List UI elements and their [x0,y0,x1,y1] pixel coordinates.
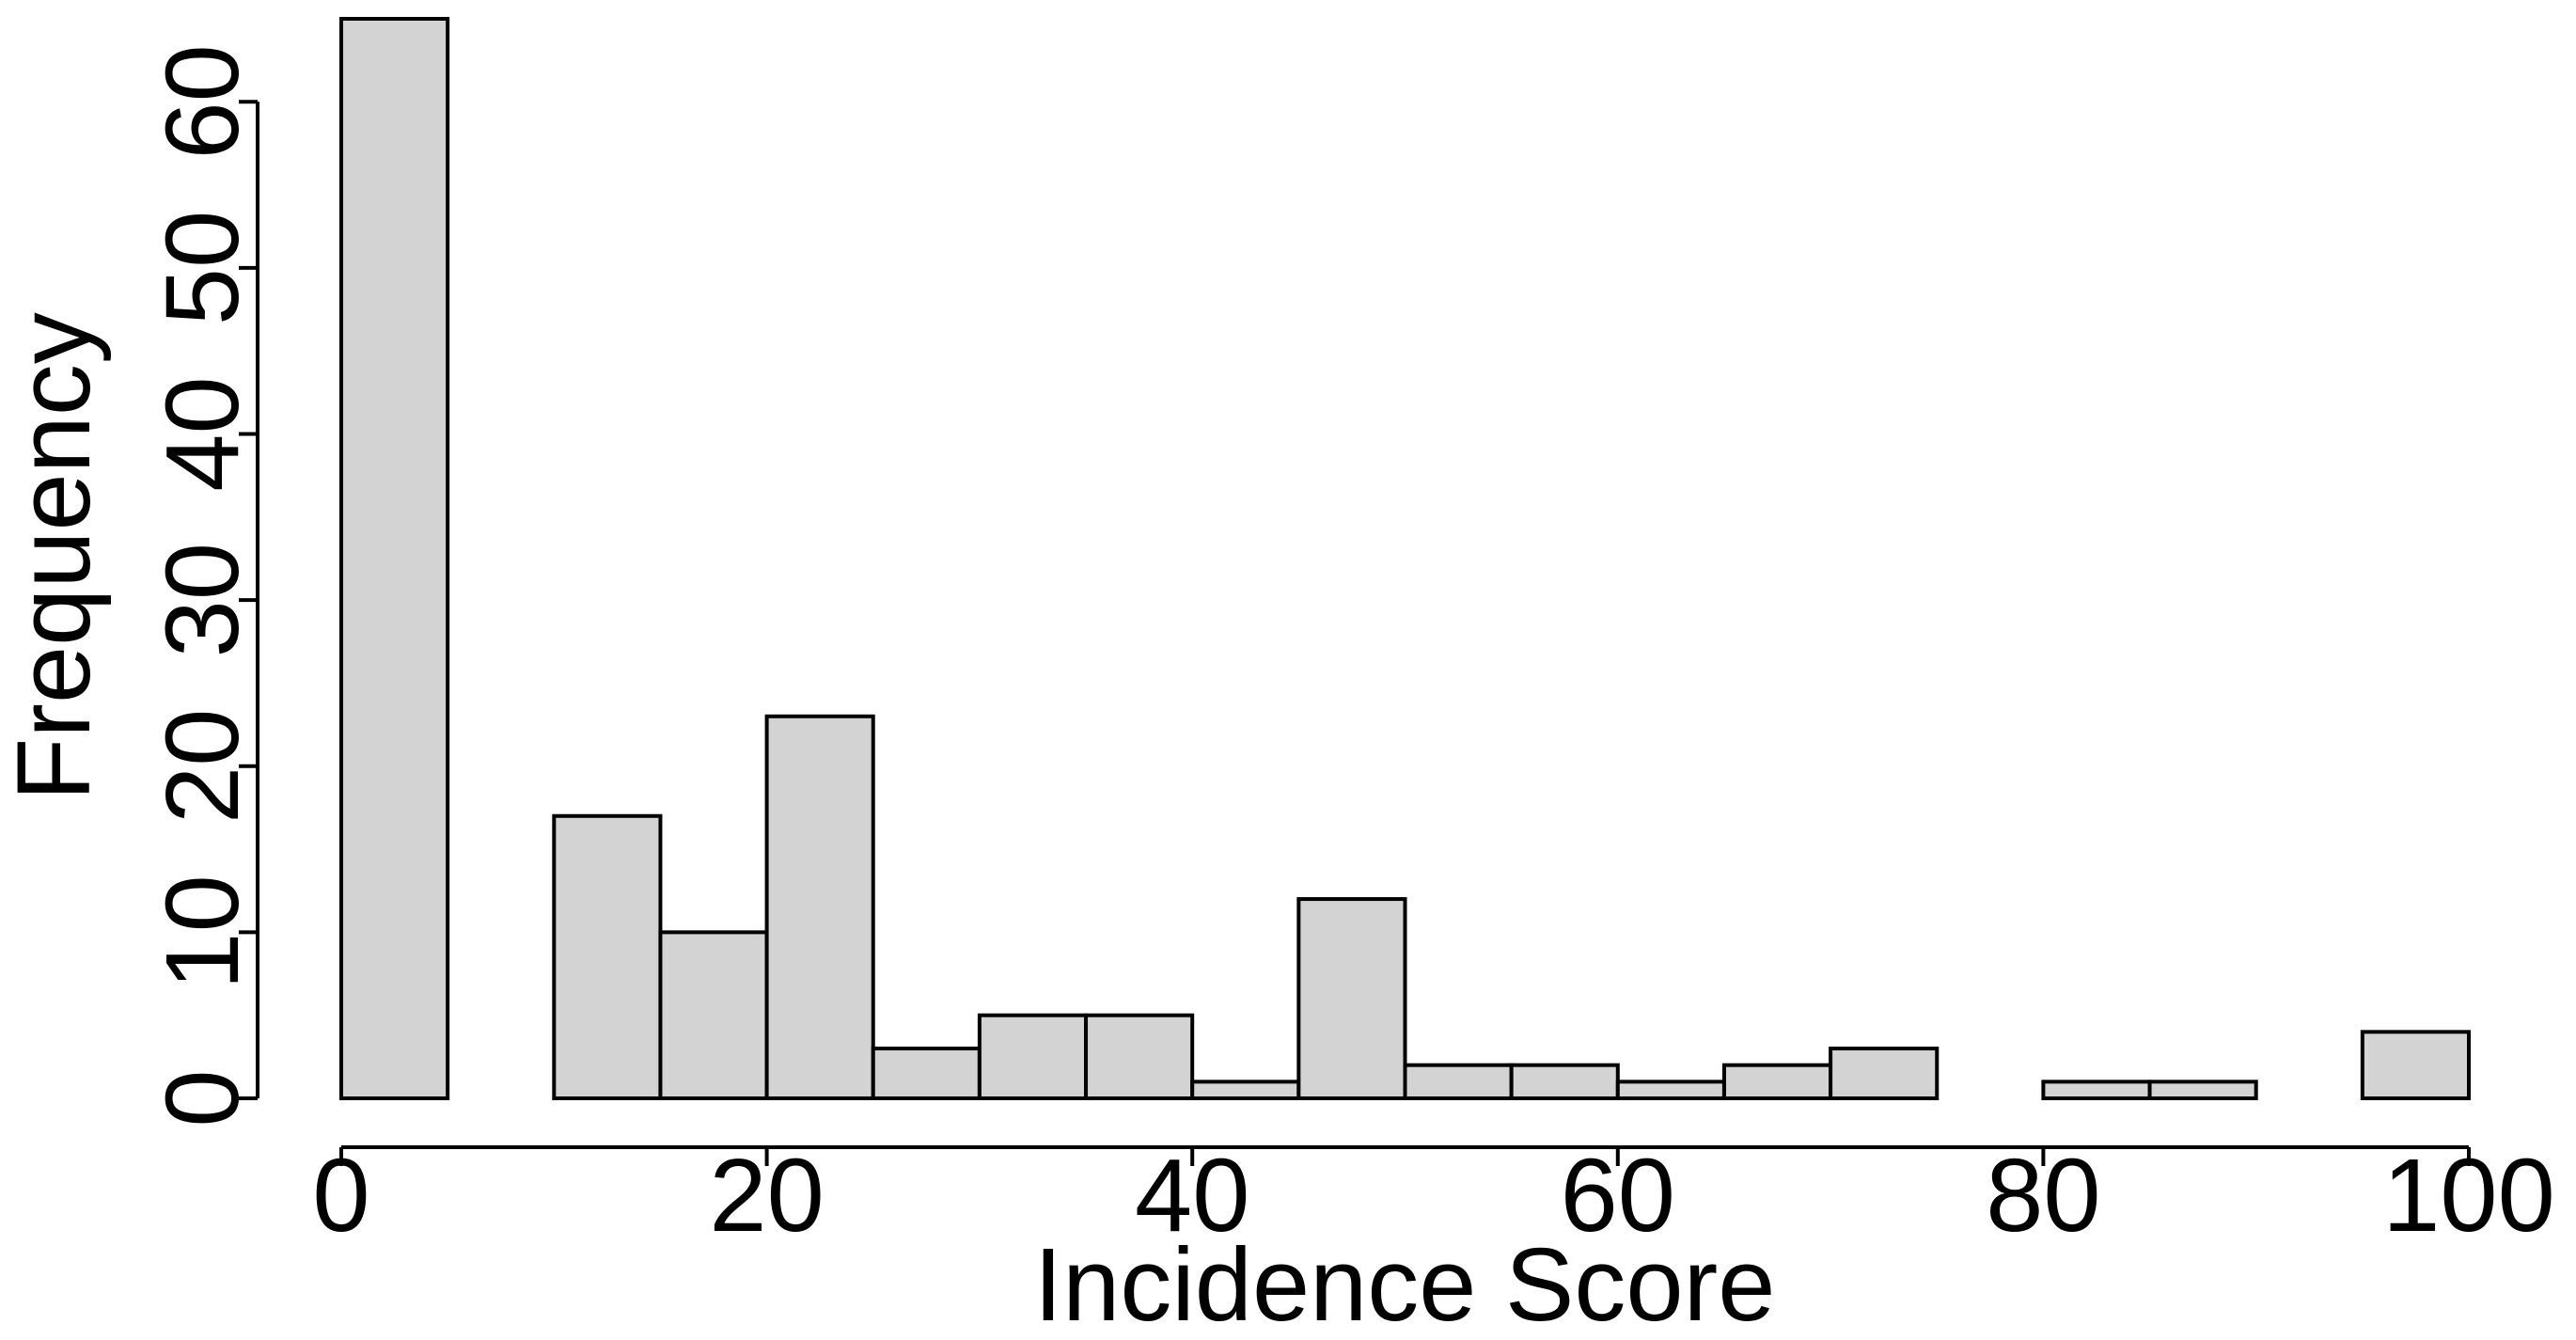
bar [1403,1063,1514,1100]
bar [339,17,450,1100]
bar [2360,1030,2472,1101]
y-tick-label: 40 [145,376,260,491]
x-tick-label: 60 [1561,1138,1675,1253]
bar [1296,897,1407,1100]
x-tick-label: 100 [2382,1138,2555,1253]
bar [1615,1080,1726,1101]
y-axis-title: Frequency [0,312,112,801]
x-axis-title: Incidence Score [1034,1227,1776,1340]
y-tick-label: 30 [145,543,260,657]
bar [1829,1047,1940,1100]
bar [2041,1080,2152,1101]
y-tick-label: 60 [145,44,260,159]
bar [658,930,769,1101]
x-tick-label: 80 [1986,1138,2100,1253]
y-tick-label: 10 [145,875,260,989]
bar [1721,1063,1833,1100]
y-tick-label: 50 [145,211,260,325]
bar [764,714,875,1100]
y-tick-label: 0 [145,1069,260,1127]
x-tick-label: 20 [709,1138,824,1253]
bar [552,813,663,1100]
bar [1084,1013,1195,1100]
bar [1190,1080,1301,1101]
bar [1509,1063,1620,1100]
x-tick-label: 40 [1135,1138,1249,1253]
bar [2147,1080,2258,1101]
x-tick-label: 0 [312,1138,369,1253]
bar [871,1047,982,1100]
bar [977,1013,1089,1100]
y-tick-label: 20 [145,709,260,824]
